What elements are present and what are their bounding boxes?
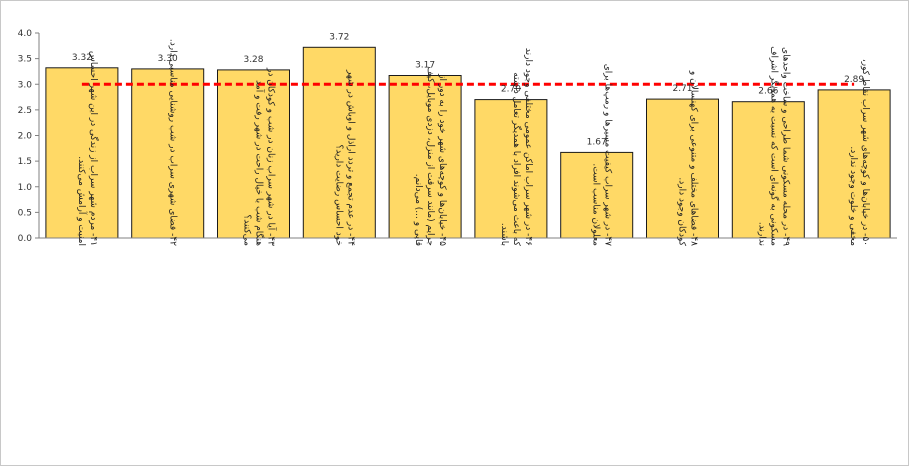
category-label-line-group: مخفی و خلوت وجود ندارد. [848,146,858,246]
category-label-line: ۴۵- خیابان‌ها و کوچه‌های شهر خود را به د… [437,73,447,246]
category-label-line: قاپی و ...) می‌دانم. [413,174,423,246]
bars [39,46,897,239]
data-label: 2.89 [844,75,864,85]
category-label-line-group: معلولان مناسب است. [591,163,601,246]
category-label-line-group: مسکونی به گونه‌ای است که نسبت به همدیگر … [768,46,780,246]
category-label-line: ۴۷- در شهر سراب کیفیت مسیرها و رمپ‌ها بر… [603,64,613,246]
bar [560,151,634,239]
y-tick-label: 1.5 [18,157,32,167]
y-tick-label: 0.5 [18,208,32,218]
category-label-line-group: ۴۵- خیابان‌ها و کوچه‌های شهر خود را به د… [437,73,447,246]
category-label-line-group: می‌کنند؟ [242,214,252,246]
y-tick-label: 2.0 [18,132,33,142]
y-axis: 0.0 0.5 1.0 1.5 2.0 2.5 3.0 3.5 4.0 [18,29,40,244]
bar [646,98,719,239]
y-tick-label: 3.0 [18,80,33,90]
category-label-line: جرایم (مانند سرقت از منزل، دزدی موبایل، … [425,66,435,246]
category-label-line-group: جرایم (مانند سرقت از منزل، دزدی موبایل، … [425,66,435,246]
category-label-line: کودکان وجود دارد. [677,177,687,246]
data-label: 3.28 [243,55,263,65]
category-label-line-group: ۴۷- در شهر سراب کیفیت مسیرها و رمپ‌ها بر… [603,64,613,246]
category-label-line-group: ۴۳- آیا در شهر سراب زنان در شب و کودکان … [266,67,278,246]
data-label: 3.30 [158,54,178,64]
category-label-line: ۴۱- مردم شهر سراب از زندگی در این شهر اح… [88,51,100,246]
category-label-line-group: ۴۱- مردم شهر سراب از زندگی در این شهر اح… [88,51,100,246]
bar [217,69,290,239]
y-tick-label: 4.0 [18,29,33,39]
category-label-line: باشند. [499,223,509,246]
category-label-line: ندارند. [756,222,766,246]
category-label-line-group: باشند. [499,223,509,246]
category-label-line-group: ۴۲- فضای شهری سراب در شب روشنایی مناسبی … [168,39,178,246]
category-label-line: می‌کنند؟ [242,214,252,246]
data-label: 2.66 [758,87,778,97]
category-label-line-group: ۴۹- در محله مسکونی شما طراحی و ساخت واحد… [780,47,790,246]
bar [731,101,805,239]
category-label-line: هنگام شب با خیال راحت در شهر رفت و آمد [254,80,266,246]
y-tick-label: 3.5 [18,55,32,65]
category-label-line-group: قاپی و ...) می‌دانم. [413,174,423,246]
category-label-line-group: ۵۰- در خیابان‌ها و کوچه‌های شهر سراب نقا… [860,59,870,246]
category-label-line: ۴۶- در شهر سراب اماکن عمومی مختلفی وجود … [523,48,533,246]
data-label: 2.70 [501,85,521,95]
category-label-line-group: ۴۸- فضاهای مختلف و متنوعی برای کهنسالان … [689,70,699,246]
category-label-line: ۴۴- در عدم تجمع و تردد اراذل و اوباش در … [345,69,355,246]
data-label: 2.71 [672,84,692,94]
category-label-line: ۴۹- در محله مسکونی شما طراحی و ساخت واحد… [780,47,790,246]
category-label-line-group: که باعث می‌شوند افراد با همدیگر تعامل دا… [511,72,523,247]
bar [388,75,462,239]
category-label-line: مسکونی به گونه‌ای است که نسبت به همدیگر … [768,46,780,246]
category-label-line: امنیت و آرامش می‌کنند. [76,156,88,246]
category-label-line: ۵۰- در خیابان‌ها و کوچه‌های شهر سراب نقا… [860,59,870,246]
bar [474,99,548,239]
category-label-line: مخفی و خلوت وجود ندارد. [848,146,858,246]
category-label-line: ۴۳- آیا در شهر سراب زنان در شب و کودکان … [266,67,278,246]
category-label-line-group: ۴۶- در شهر سراب اماکن عمومی مختلفی وجود … [523,48,533,246]
category-label-line-group: امنیت و آرامش می‌کنند. [76,156,88,246]
category-label-line: خود احساس رضایت دارید؟ [333,144,343,246]
y-tick-label: 1.0 [18,183,33,193]
category-labels: ۴۱- مردم شهر سراب از زندگی در این شهر اح… [76,39,870,247]
data-label: 1.67 [587,137,607,147]
y-tick-label: 2.5 [18,106,32,116]
category-label-line-group: ندارند. [756,222,766,246]
bar [131,68,205,239]
data-labels: 3.32 3.30 3.28 3.72 3.17 2.70 1.67 2.71 2.66 2.89 [72,32,865,147]
data-label: 3.17 [415,61,435,71]
category-label-line: که باعث می‌شوند افراد با همدیگر تعامل دا… [511,72,523,247]
y-tick-label: 0.0 [18,234,33,244]
data-label: 3.32 [72,53,92,63]
category-label-line: ۴۸- فضاهای مختلف و متنوعی برای کهنسالان … [689,70,699,246]
bar [45,67,119,239]
category-label-line-group: ۴۴- در عدم تجمع و تردد اراذل و اوباش در … [345,69,355,246]
category-label-line-group: کودکان وجود دارد. [677,177,687,246]
category-label-line: ۴۲- فضای شهری سراب در شب روشنایی مناسبی … [168,39,178,246]
category-label-line: معلولان مناسب است. [591,163,601,246]
bar [817,89,891,239]
category-label-line-group: خود احساس رضایت دارید؟ [333,144,343,246]
data-label: 3.72 [329,32,349,42]
category-label-line-group: هنگام شب با خیال راحت در شهر رفت و آمد [254,80,266,246]
